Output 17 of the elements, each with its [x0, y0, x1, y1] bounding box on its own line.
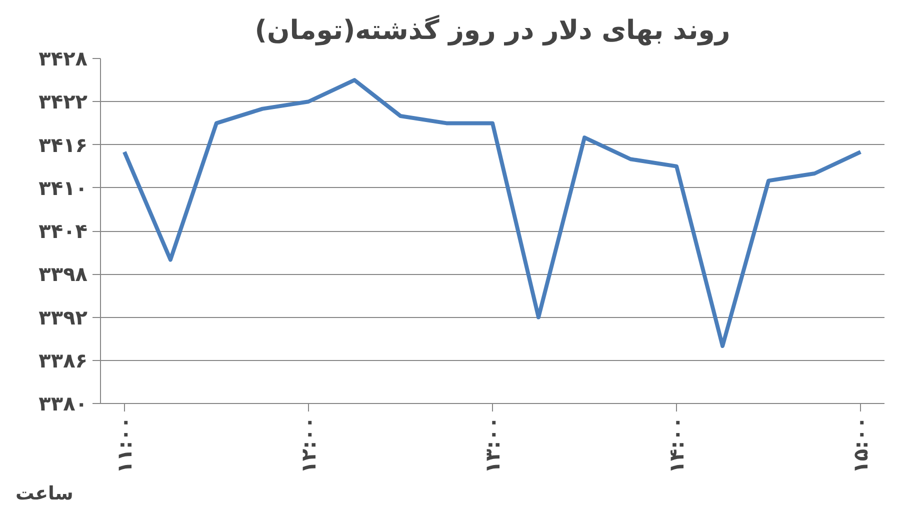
chart-title: روند بهای دلار در روز گذشته(تومان): [254, 14, 730, 46]
x-tick-label: ۱۵:۰۰: [848, 416, 873, 474]
x-axis-title: ساعت: [16, 484, 74, 504]
x-tick-label: ۱۳:۰۰: [480, 416, 504, 474]
y-tick-label: ۳۳۸۶: [38, 348, 88, 372]
y-tick-label: ۳۴۱۶: [38, 132, 88, 157]
y-tick-label: ۳۴۲۲: [38, 90, 88, 114]
y-tick-label: ۳۳۹۲: [38, 305, 88, 330]
line-series: [122, 78, 863, 348]
x-tick-label: ۱۲:۰۰: [296, 416, 320, 474]
y-tick-label: ۳۳۹۸: [38, 262, 88, 286]
x-tick-label: ۱۴:۰۰: [664, 416, 689, 474]
x-tick-label: ۱۱:۰۰: [112, 416, 136, 474]
y-tick-label: ۳۴۰۴: [38, 219, 88, 243]
y-tick-label: ۳۳۸۰: [38, 392, 88, 416]
y-tick-label: ۳۴۲۸: [38, 46, 88, 70]
y-tick-label: ۳۴۱۰: [38, 176, 88, 200]
